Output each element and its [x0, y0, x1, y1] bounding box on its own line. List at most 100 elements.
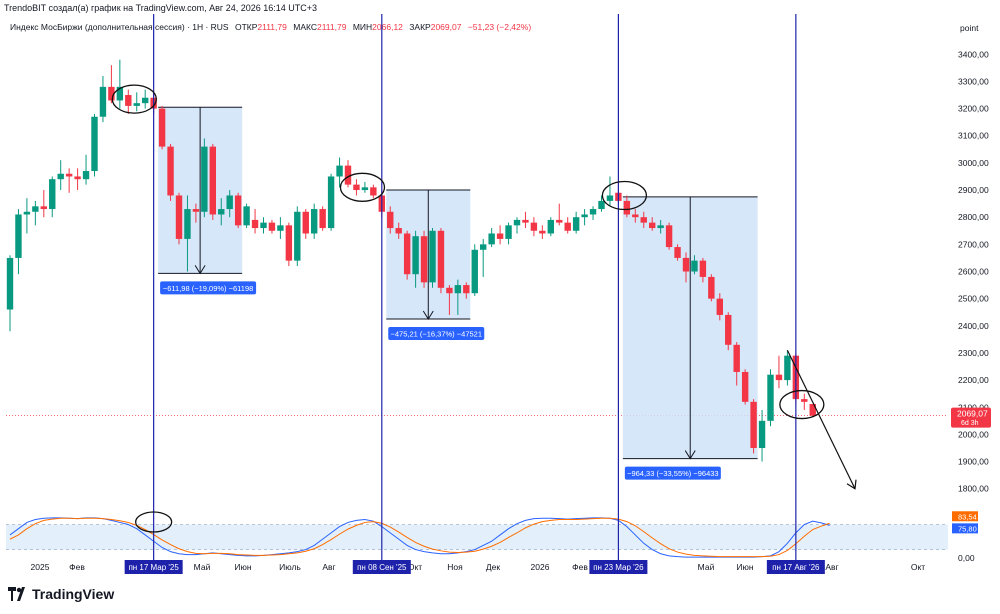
candle-body	[623, 200, 631, 215]
x-tick-label: Май	[194, 562, 211, 572]
candle-body	[649, 222, 656, 229]
x-tick-label: Июль	[279, 562, 301, 572]
x-tick-label: Фев	[572, 562, 588, 572]
high-value: 2111,79	[316, 22, 347, 32]
candle-body	[226, 195, 233, 210]
candle-body	[311, 209, 318, 234]
candle-body	[395, 228, 402, 234]
candle-body	[91, 116, 98, 172]
candle-body	[234, 195, 242, 226]
candle-body	[142, 97, 149, 104]
event-date-label: пн 17 Мар '25	[128, 563, 179, 572]
candle-body	[682, 257, 690, 272]
candle-body	[699, 260, 707, 277]
candle-body	[691, 260, 698, 272]
candle-body	[32, 206, 39, 212]
event-date-badge	[124, 560, 183, 574]
candle-body	[184, 209, 191, 239]
y-tick-label: 2200,00	[958, 375, 989, 385]
candle-body	[353, 184, 360, 191]
open-label: ОТКР	[234, 22, 258, 32]
candle-body	[294, 211, 301, 261]
highlight-circle	[601, 180, 648, 211]
candle-body	[251, 219, 259, 229]
measure-label-bg	[624, 466, 721, 480]
highlight-circle	[779, 389, 825, 420]
candle-body	[167, 146, 174, 196]
candle-body	[606, 195, 614, 201]
y-tick-label: 3000,00	[958, 158, 989, 168]
candle-body	[488, 233, 495, 245]
y-tick-label: 2500,00	[958, 294, 989, 304]
open-value: 2111,79	[257, 22, 287, 32]
y-tick-label: 2700,00	[958, 239, 989, 249]
x-tick-label: Окт	[408, 562, 422, 572]
oscillator-k-line	[9, 517, 830, 558]
candle-body	[218, 209, 225, 215]
candle-body	[40, 206, 47, 210]
candle-body	[65, 173, 73, 177]
candle-body	[463, 285, 470, 294]
candle-body	[437, 230, 445, 288]
osc-blue-value: 75,80	[958, 524, 977, 533]
candle-body	[344, 165, 352, 185]
candle-body	[74, 176, 81, 180]
candle-body	[285, 225, 293, 261]
candle-body	[750, 401, 757, 448]
candle-body	[243, 206, 250, 226]
candle-body	[801, 399, 808, 402]
candle-body	[589, 209, 597, 215]
oscillator-band	[6, 524, 948, 550]
candle-body	[513, 219, 521, 226]
forecast-arrowhead	[846, 479, 857, 490]
high-label: МАКС	[293, 22, 317, 32]
measure-arrow-head	[684, 450, 696, 460]
candle-body	[775, 374, 783, 381]
candle-body	[539, 230, 546, 234]
tradingview-logo[interactable]: TradingView	[8, 586, 114, 602]
candle-body	[420, 236, 428, 283]
measure-arrow-head	[194, 265, 206, 275]
candle-body	[809, 403, 816, 416]
candle-body	[125, 95, 132, 106]
candle-body	[158, 108, 166, 147]
candle-body	[116, 86, 124, 101]
candle-body	[6, 257, 14, 310]
y-tick-label: 2800,00	[958, 212, 989, 222]
candle-body	[758, 420, 766, 448]
event-date-label: пн 17 Авг '26	[772, 563, 820, 572]
candle-body	[387, 211, 394, 229]
candle-body	[23, 211, 31, 215]
candle-body	[260, 222, 267, 229]
instrument-legend: Индекс МосБиржи (дополнительная сессия) …	[10, 22, 531, 32]
x-tick-label: 2026	[531, 562, 550, 572]
y-tick-label: 2900,00	[958, 185, 989, 195]
forecast-arrow-line	[786, 349, 856, 489]
candle-body	[564, 222, 571, 231]
osc-orange-value-bg	[952, 511, 978, 522]
candle-body	[741, 371, 749, 402]
low-value: 2066,12	[372, 22, 403, 32]
close-value: 2069,07	[430, 22, 462, 32]
candle-body	[725, 314, 732, 345]
event-date-label: пн 23 Мар '26	[593, 563, 644, 572]
candle-body	[530, 222, 538, 231]
attribution-text: TrendoBIT создал(а) график на TradingVie…	[4, 3, 318, 13]
candle-body	[108, 86, 115, 101]
candle-body	[505, 225, 512, 239]
highlight-circle	[339, 172, 386, 202]
candle-body	[175, 195, 183, 239]
candle-body	[57, 173, 64, 180]
x-tick-label: Авг	[825, 562, 838, 572]
highlight-circle	[111, 84, 157, 114]
candle-body	[480, 244, 487, 250]
candle-body	[522, 219, 529, 223]
candle-body	[454, 285, 462, 294]
event-date-badge	[766, 560, 825, 574]
y-tick-label: 2600,00	[958, 267, 989, 277]
x-tick-label: Авг	[322, 562, 335, 572]
candle-body	[716, 298, 723, 315]
candle-body	[708, 276, 715, 299]
candle-body	[268, 222, 276, 231]
